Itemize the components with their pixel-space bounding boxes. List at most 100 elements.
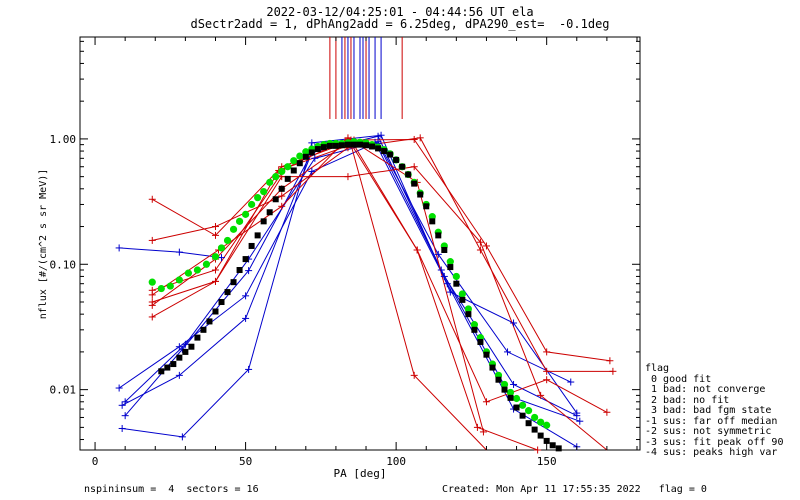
series-line xyxy=(152,166,608,451)
fit-point xyxy=(184,269,192,277)
chart-subtitle: dSectr2add = 1, dPhAng2add = 6.25deg, dP… xyxy=(190,17,610,31)
fit-point xyxy=(537,418,545,426)
fit-point xyxy=(500,380,509,389)
data-point xyxy=(308,167,316,175)
data-point xyxy=(178,433,186,441)
data-square-point xyxy=(212,308,219,315)
data-square-point xyxy=(387,151,394,158)
data-point xyxy=(121,398,129,406)
data-point xyxy=(537,391,545,399)
data-point xyxy=(434,250,442,258)
data-square-point xyxy=(405,171,412,178)
fit-point xyxy=(223,236,232,245)
data-point xyxy=(606,357,614,365)
data-square-point xyxy=(314,146,321,153)
data-square-point xyxy=(429,218,436,225)
y-tick-label: 0.10 xyxy=(50,258,77,271)
data-square-point xyxy=(350,141,357,148)
data-square-point xyxy=(459,296,466,303)
data-point xyxy=(440,272,448,280)
data-square-point xyxy=(357,141,363,148)
fit-point xyxy=(464,305,472,313)
data-point xyxy=(121,412,129,420)
data-point xyxy=(543,348,551,356)
legend-item: 2 bad: no fit xyxy=(645,394,730,406)
series-line xyxy=(151,139,538,451)
data-square-point xyxy=(284,175,291,182)
data-square-point xyxy=(200,326,207,333)
data-point xyxy=(567,378,575,386)
series-line xyxy=(151,137,484,433)
x-tick-label: 150 xyxy=(537,455,557,468)
data-square-point xyxy=(531,426,538,433)
data-point xyxy=(374,132,382,140)
data-square-point xyxy=(344,141,351,148)
footer-info: nspininsum = 4 sectors = 16 xyxy=(84,484,259,495)
data-square-point xyxy=(320,144,327,151)
data-point xyxy=(311,154,319,162)
series-markers xyxy=(115,131,617,454)
data-square-point xyxy=(477,338,484,345)
data-square-point xyxy=(194,334,201,341)
data-square-point xyxy=(549,442,556,449)
y-tick-label: 0.01 xyxy=(50,384,77,397)
legend-item: 1 bad: not converge xyxy=(645,384,766,395)
data-square-point xyxy=(254,232,261,239)
data-point xyxy=(476,246,484,254)
data-point xyxy=(510,319,518,327)
x-tick-label: 50 xyxy=(239,455,252,468)
legend-item: 0 good fit xyxy=(645,373,712,385)
fit-point xyxy=(266,178,274,186)
data-point xyxy=(148,236,156,244)
data-point xyxy=(181,340,189,348)
data-point xyxy=(118,424,126,432)
series-line xyxy=(124,142,580,422)
data-square-point xyxy=(326,142,333,149)
data-point xyxy=(242,314,250,322)
data-square-point xyxy=(525,420,532,427)
data-point xyxy=(482,398,490,406)
fit-point xyxy=(296,152,304,160)
data-square-point xyxy=(164,364,171,371)
data-square-point xyxy=(224,289,231,296)
flag-legend: flag 0 good fit 1 bad: not converge 2 ba… xyxy=(645,363,783,459)
fit-point xyxy=(175,276,183,284)
data-point xyxy=(242,292,250,300)
data-point xyxy=(443,280,451,288)
series-line xyxy=(152,143,487,451)
axes: 0 50 100 150 0.01 0.10 1.00 xyxy=(50,37,640,468)
data-point xyxy=(148,195,156,203)
fit-point xyxy=(512,394,521,403)
data-square-point xyxy=(272,196,279,203)
fit-point xyxy=(278,167,286,176)
data-square-point xyxy=(411,180,418,187)
data-point xyxy=(482,242,490,250)
fit-point xyxy=(518,401,527,409)
data-point xyxy=(245,365,253,373)
x-axis-label: PA [deg] xyxy=(334,467,387,480)
fit-point xyxy=(148,278,156,286)
data-square-point xyxy=(158,368,165,375)
x-tick-label: 0 xyxy=(92,455,99,468)
data-square-point xyxy=(242,256,249,263)
data-point xyxy=(115,384,123,392)
fit-point xyxy=(272,173,280,181)
data-square-point xyxy=(260,218,267,225)
data-square-point xyxy=(495,376,502,383)
legend-item: 3 bad: bad fgm state xyxy=(645,405,772,416)
data-square-point xyxy=(519,412,526,419)
fit-point xyxy=(248,200,256,209)
y-axis-label: nflux [#/(cm^2 s sr MeV)] xyxy=(38,169,49,320)
vertical-lines xyxy=(329,37,403,119)
fit-point xyxy=(446,258,454,266)
footer-created: Created: Mon Apr 11 17:55:35 2022 flag =… xyxy=(442,484,707,495)
fit-point xyxy=(217,244,226,252)
data-point xyxy=(148,301,156,309)
fit-point xyxy=(284,163,292,171)
data-point xyxy=(410,163,418,171)
legend-item: -1 sus: far off median xyxy=(645,415,778,427)
fit-point xyxy=(235,217,244,225)
series-line xyxy=(152,138,608,413)
fit-point xyxy=(229,225,238,233)
